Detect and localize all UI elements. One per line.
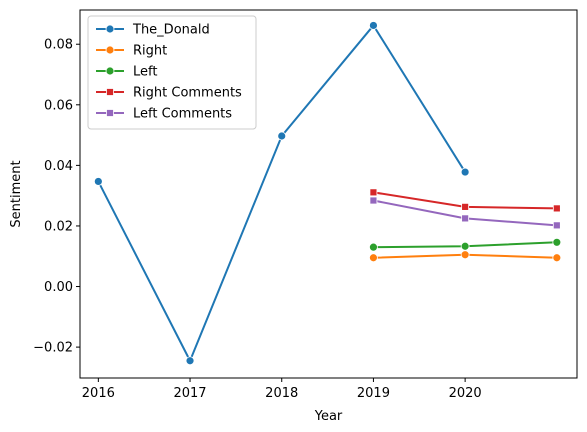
- series-right: [369, 250, 562, 263]
- y-tick-label: 0.06: [44, 98, 73, 113]
- legend-label: The_Donald: [132, 23, 210, 38]
- legend-marker: [106, 109, 114, 117]
- series-group: [93, 21, 562, 366]
- legend-item: The_Donald: [96, 23, 210, 38]
- y-tick-label: 0.04: [44, 159, 73, 174]
- legend-item: Right Comments: [96, 86, 242, 101]
- y-tick-label: 0.02: [44, 219, 73, 234]
- data-point: [369, 242, 378, 252]
- series-the-donald: [93, 21, 470, 366]
- y-tick-label: 0.08: [44, 38, 73, 53]
- legend-item: Right: [96, 44, 167, 59]
- legend-label: Right: [133, 44, 167, 59]
- y-tick-label: 0.00: [44, 280, 73, 295]
- data-point: [460, 167, 470, 177]
- legend-marker: [105, 24, 115, 34]
- data-point: [460, 250, 470, 260]
- x-tick-label: 2018: [265, 386, 298, 401]
- data-point: [185, 356, 195, 366]
- legend-marker: [106, 88, 114, 96]
- data-point: [460, 241, 470, 251]
- legend-item: Left Comments: [96, 107, 232, 122]
- data-point: [369, 196, 378, 205]
- x-tick-label: 2017: [173, 386, 206, 401]
- legend: The_Donald Right Left Right Comments Left Co…: [87, 15, 257, 130]
- data-point: [277, 131, 287, 141]
- legend-marker: [105, 66, 115, 76]
- series-left-comments: [369, 196, 561, 230]
- x-tick-label: 2016: [82, 386, 115, 401]
- legend-box: [87, 15, 257, 130]
- series-right-comments: [369, 188, 561, 213]
- legend-label: Left: [133, 65, 157, 80]
- data-point: [369, 188, 378, 197]
- legend-item: Left: [96, 65, 157, 80]
- y-axis-label: Sentiment: [9, 160, 24, 227]
- data-point: [461, 214, 470, 223]
- data-point: [552, 253, 562, 263]
- series-left: [369, 237, 562, 252]
- legend-label: Left Comments: [133, 107, 232, 122]
- data-point: [552, 237, 562, 247]
- legend-marker: [105, 45, 115, 55]
- data-point: [369, 21, 378, 30]
- data-point: [552, 221, 561, 230]
- data-point: [369, 253, 378, 263]
- data-point: [461, 202, 470, 211]
- y-tick-label: −0.02: [33, 341, 73, 356]
- legend-label: Right Comments: [133, 86, 242, 101]
- axes: 2016 2017 2018 2019 2020 −0.02 0.00 0.02 0.04 0.0…: [33, 38, 482, 401]
- x-tick-label: 2020: [449, 386, 482, 401]
- x-tick-label: 2019: [357, 386, 390, 401]
- data-point: [552, 204, 561, 213]
- data-point: [93, 177, 103, 186]
- x-axis-label: Year: [314, 409, 343, 424]
